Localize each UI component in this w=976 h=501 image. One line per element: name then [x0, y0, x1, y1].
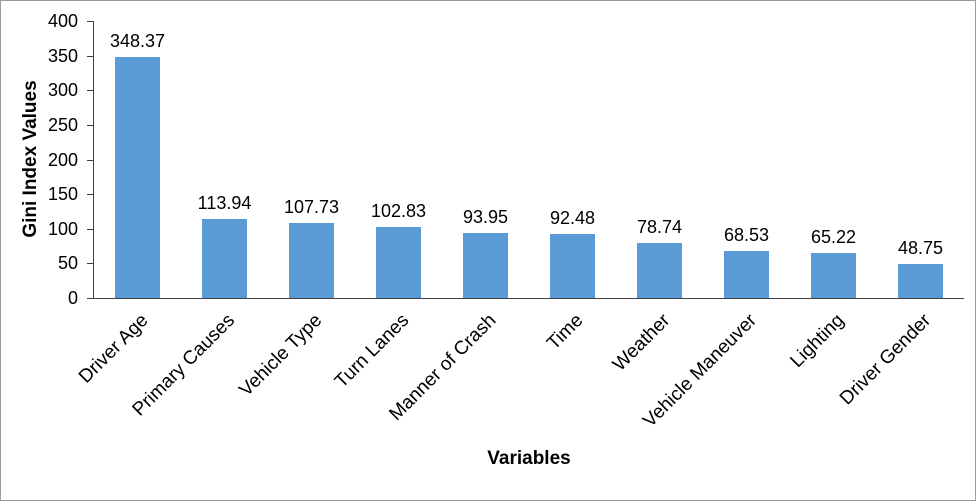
- y-tick-label: 100: [47, 218, 78, 239]
- bar: [724, 250, 769, 298]
- y-tick-mark: [87, 228, 93, 230]
- y-tick-mark: [87, 263, 93, 265]
- x-axis-labels: Driver Age Primary Causes Vehicle Type Turn…: [74, 310, 936, 432]
- bar-value-label: 78.74: [636, 217, 683, 238]
- y-tick-label: 150: [47, 184, 78, 205]
- y-axis-line: [93, 21, 94, 298]
- y-tick-mark: [87, 90, 93, 92]
- bar: [637, 243, 682, 298]
- y-tick-mark: [87, 124, 93, 126]
- y-tick-label: 350: [47, 45, 78, 66]
- bar-value-label: 348.37: [109, 30, 166, 51]
- bar: [202, 219, 247, 298]
- bar: [115, 56, 160, 298]
- y-tick-label: 0: [67, 288, 78, 308]
- bar: [289, 223, 334, 298]
- bar-value-label: 68.53: [723, 224, 770, 245]
- bar-value-label: 92.48: [549, 207, 596, 228]
- bar-value-label: 48.75: [897, 238, 944, 259]
- y-tick-label: 250: [47, 114, 78, 135]
- plot-area: 0 50 100 150 200 250 300 350 400 348.37 113.94 107…: [48, 11, 964, 308]
- bar-value-label: 65.22: [810, 226, 857, 247]
- bar: [376, 226, 421, 298]
- bar-value-label: 107.73: [283, 197, 340, 218]
- y-tick-mark: [87, 55, 93, 57]
- bar: [811, 252, 856, 298]
- y-tick-label: 400: [47, 11, 78, 31]
- bar: [898, 264, 943, 298]
- y-tick-mark: [87, 21, 93, 22]
- bar-value-label: 93.95: [462, 206, 509, 227]
- bar: [463, 232, 508, 298]
- x-axis-line: [87, 298, 964, 299]
- y-tick-mark: [87, 159, 93, 161]
- bar-value-label: 102.83: [370, 200, 427, 221]
- y-tick-mark: [87, 298, 93, 299]
- y-tick-label: 200: [47, 149, 78, 170]
- bar: [550, 233, 595, 298]
- y-tick-mark: [87, 194, 93, 196]
- y-tick-label: 300: [47, 80, 78, 101]
- y-tick-label: 50: [57, 253, 78, 274]
- bar-value-label: 113.94: [197, 193, 252, 214]
- x-axis-title: Variables: [487, 448, 571, 469]
